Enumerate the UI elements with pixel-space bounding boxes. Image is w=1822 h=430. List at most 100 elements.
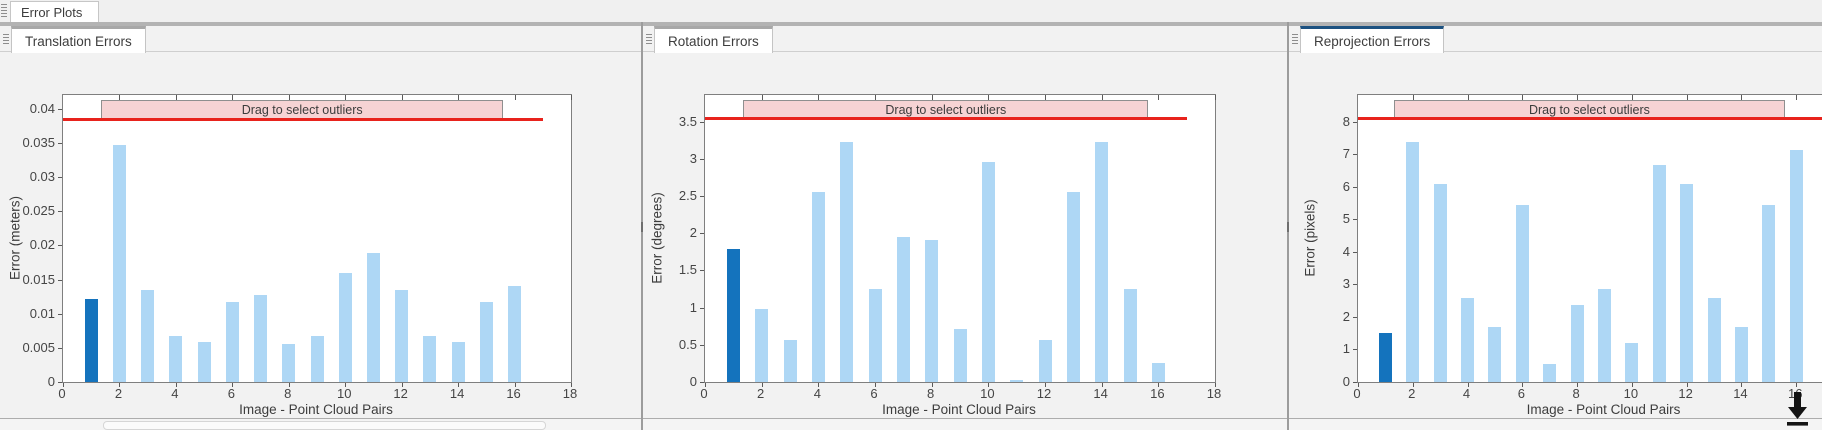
bar-pair-3[interactable] — [141, 289, 155, 382]
bar-pair-11[interactable] — [366, 252, 380, 382]
x-tick — [401, 95, 403, 100]
bar-pair-14[interactable] — [1734, 327, 1748, 382]
drag-grip-icon[interactable] — [1, 4, 7, 19]
x-tick-label: 6 — [227, 386, 235, 401]
bar-pair-7[interactable] — [1543, 364, 1557, 382]
panel-splitter[interactable] — [1287, 22, 1289, 430]
drag-grip-icon[interactable] — [646, 34, 652, 46]
bar-pair-10[interactable] — [981, 161, 995, 382]
drag-to-select-outliers-banner[interactable]: Drag to select outliers — [1393, 100, 1786, 119]
x-tick — [571, 383, 572, 387]
bar-pair-13[interactable] — [1707, 298, 1721, 382]
bar-pair-16[interactable] — [508, 286, 522, 382]
x-tick-label: 4 — [1462, 386, 1471, 401]
x-tick — [119, 95, 121, 100]
plot-area-reprojection-errors: Drag to select outliers — [1353, 94, 1822, 387]
y-tick-label: 0 — [47, 374, 55, 389]
x-tick — [1631, 95, 1633, 100]
x-tick — [458, 383, 460, 387]
bar-pair-13[interactable] — [423, 336, 437, 382]
bar-pair-3[interactable] — [1433, 183, 1447, 382]
bar-pair-15[interactable] — [1762, 204, 1776, 382]
bar-pair-14[interactable] — [451, 342, 465, 382]
bar-pair-8[interactable] — [1570, 304, 1584, 382]
drag-grip-icon[interactable] — [3, 34, 9, 46]
bar-pair-6[interactable] — [1515, 204, 1529, 382]
x-tick-label: 6 — [870, 386, 878, 401]
y-tick-label: 1 — [1342, 341, 1350, 357]
x-tick — [875, 95, 876, 100]
bar-pair-12[interactable] — [1038, 340, 1052, 382]
bar-pair-15[interactable] — [479, 302, 493, 382]
outlier-threshold-line[interactable] — [63, 117, 543, 121]
y-axis-label: Error (degrees) — [649, 191, 665, 284]
x-tick — [1412, 95, 1414, 100]
scrollbar-thumb[interactable] — [103, 421, 546, 430]
x-tick — [1467, 383, 1469, 387]
tab-translation-errors[interactable]: Translation Errors — [11, 26, 146, 53]
tab-label: Rotation Errors — [668, 33, 759, 49]
bar-pair-4[interactable] — [811, 191, 825, 382]
bar-pair-12[interactable] — [1680, 183, 1694, 382]
bar-pair-7[interactable] — [896, 237, 910, 382]
drag-to-select-outliers-banner[interactable]: Drag to select outliers — [743, 100, 1149, 119]
bar-pair-11[interactable] — [1010, 379, 1024, 382]
bar-pair-3[interactable] — [783, 340, 797, 382]
x-tick — [1045, 95, 1046, 100]
bar-pair-5[interactable] — [1488, 327, 1502, 382]
x-tick-label: 12 — [1678, 386, 1693, 401]
bar-pair-9[interactable] — [953, 329, 967, 382]
bar-pair-15[interactable] — [1123, 289, 1137, 382]
bar-pair-9[interactable] — [1598, 289, 1611, 382]
bar-pair-1[interactable] — [726, 248, 740, 382]
drag-grip-icon[interactable] — [1292, 34, 1298, 46]
tab-strip-border — [1289, 51, 1822, 52]
bar-pair-1[interactable] — [84, 299, 98, 382]
bar-pair-7[interactable] — [254, 295, 268, 382]
x-tick — [1522, 383, 1524, 387]
x-tick — [931, 383, 933, 387]
y-tick — [1353, 316, 1357, 318]
bar-pair-9[interactable] — [310, 335, 324, 382]
x-tick-label: 2 — [114, 386, 123, 401]
bar-pair-11[interactable] — [1652, 164, 1666, 382]
plot-area-rotation-errors: Drag to select outliers — [700, 94, 1216, 387]
bar-pair-13[interactable] — [1066, 191, 1080, 382]
bar-pair-16[interactable] — [1151, 362, 1165, 382]
y-tick-label: 1.5 — [678, 262, 697, 278]
bar-pair-6[interactable] — [868, 289, 882, 382]
outlier-threshold-line[interactable] — [1358, 117, 1822, 121]
x-tick-label: 12 — [1036, 386, 1052, 401]
x-tick — [988, 95, 990, 100]
bar-pair-4[interactable] — [1461, 298, 1475, 382]
bar-pair-10[interactable] — [338, 272, 352, 382]
bar-pair-12[interactable] — [395, 289, 409, 382]
bar-pair-5[interactable] — [840, 141, 854, 382]
tab-rotation-errors[interactable]: Rotation Errors — [654, 26, 773, 53]
bar-pair-2[interactable] — [1406, 142, 1420, 382]
bar-pair-10[interactable] — [1625, 343, 1639, 382]
tab-error-plots[interactable]: Error Plots — [10, 1, 100, 22]
bar-pair-4[interactable] — [169, 336, 183, 382]
figure-panels-container: Translation Errors Drag to select outlier… — [0, 26, 1822, 418]
bar-pair-1[interactable] — [1378, 333, 1392, 382]
bar-pair-14[interactable] — [1095, 141, 1109, 382]
y-tick-label: 0.02 — [29, 237, 55, 253]
x-tick — [458, 95, 460, 100]
bar-pair-8[interactable] — [925, 240, 939, 382]
drag-to-select-outliers-banner[interactable]: Drag to select outliers — [101, 100, 504, 119]
bar-pair-16[interactable] — [1789, 149, 1803, 382]
bar-pair-6[interactable] — [225, 302, 239, 382]
bar-pair-2[interactable] — [112, 144, 126, 382]
tab-reprojection-errors[interactable]: Reprojection Errors — [1300, 26, 1445, 53]
bar-pair-8[interactable] — [282, 343, 296, 382]
x-tick-label: 0 — [700, 386, 708, 401]
y-tick-label: 0.04 — [29, 100, 55, 116]
bar-pair-2[interactable] — [755, 309, 769, 382]
y-tick — [58, 313, 62, 315]
panel-splitter[interactable] — [641, 22, 643, 430]
y-tick — [1353, 121, 1357, 123]
outlier-threshold-line[interactable] — [705, 117, 1187, 121]
bar-pair-5[interactable] — [197, 342, 211, 382]
y-tick — [700, 307, 704, 309]
